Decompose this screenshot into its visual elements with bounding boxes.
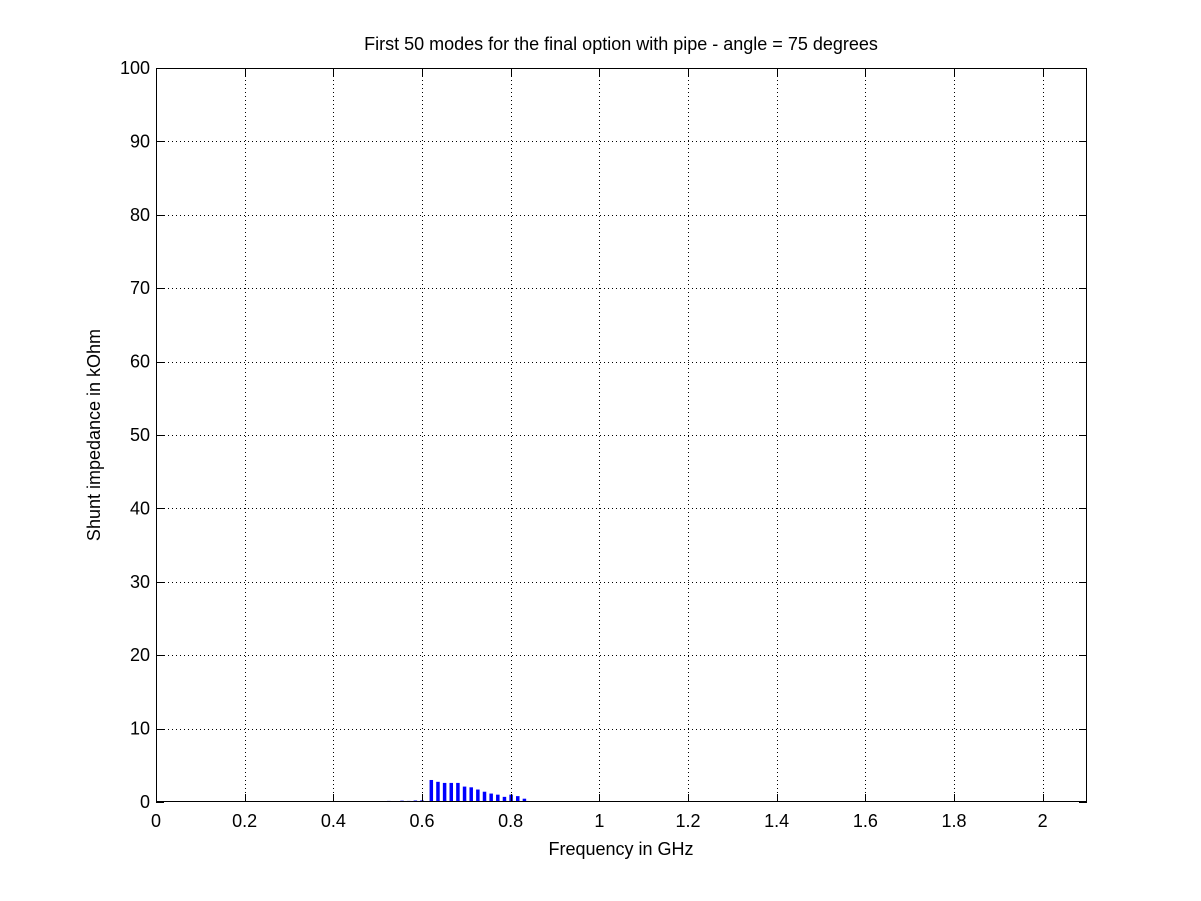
y-tick-label: 80 bbox=[130, 205, 150, 225]
bar bbox=[456, 782, 460, 802]
bar bbox=[449, 782, 454, 802]
x-tick-label: 1.8 bbox=[941, 811, 966, 831]
y-tick-label: 30 bbox=[130, 572, 150, 592]
ticks-layer bbox=[156, 68, 1087, 803]
bar bbox=[522, 798, 527, 802]
bar bbox=[496, 794, 500, 802]
bar bbox=[489, 793, 493, 802]
labels-layer: 0 0.2 0.4 0.6 0.8 1 1.2 1.4 1.6 1.8 20102030405060… bbox=[120, 58, 1048, 831]
bar bbox=[429, 779, 434, 802]
y-tick-label: 70 bbox=[130, 278, 150, 298]
y-tick-label: 100 bbox=[120, 58, 150, 78]
bar bbox=[502, 796, 507, 802]
bar bbox=[469, 787, 473, 802]
plot-area bbox=[156, 68, 1087, 803]
bar bbox=[442, 782, 447, 802]
y-tick-label: 10 bbox=[130, 719, 150, 739]
bar bbox=[476, 789, 480, 802]
x-tick-label: 2 bbox=[1038, 811, 1048, 831]
x-tick-label: 0.8 bbox=[498, 811, 523, 831]
y-tick-label: 60 bbox=[130, 352, 150, 372]
y-tick-label: 0 bbox=[140, 792, 150, 812]
bar bbox=[516, 796, 520, 802]
axes-background bbox=[156, 68, 1087, 802]
x-tick-label: 1.2 bbox=[675, 811, 700, 831]
x-tick-label: 1 bbox=[594, 811, 604, 831]
x-tick-label: 1.4 bbox=[764, 811, 789, 831]
bar bbox=[462, 786, 467, 802]
chart-title: First 50 modes for the final option with… bbox=[364, 34, 878, 54]
y-tick-label: 50 bbox=[130, 425, 150, 445]
y-tick-label: 40 bbox=[130, 498, 150, 518]
y-tick-label: 90 bbox=[130, 131, 150, 151]
x-tick-label: 0.6 bbox=[409, 811, 434, 831]
bar bbox=[436, 781, 440, 802]
x-tick-label: 0 bbox=[151, 811, 161, 831]
x-tick-label: 0.4 bbox=[321, 811, 346, 831]
x-tick-label: 0.2 bbox=[232, 811, 257, 831]
bar bbox=[482, 791, 487, 802]
x-tick-label: 1.6 bbox=[853, 811, 878, 831]
y-axis-label: Shunt impedance in kOhm bbox=[84, 329, 104, 541]
y-tick-label: 20 bbox=[130, 645, 150, 665]
x-axis-label: Frequency in GHz bbox=[548, 839, 693, 859]
